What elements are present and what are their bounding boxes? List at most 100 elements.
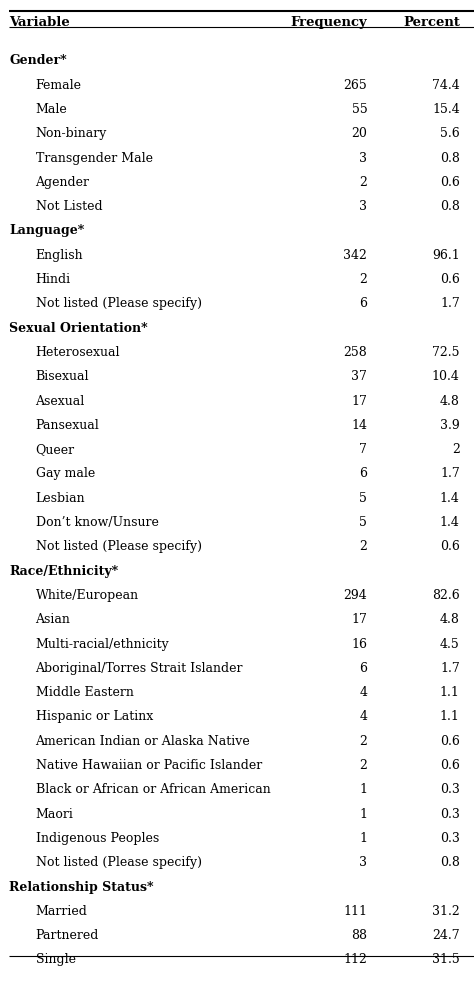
Text: 1: 1 xyxy=(359,831,367,845)
Text: 6: 6 xyxy=(359,297,367,310)
Text: 4.8: 4.8 xyxy=(440,394,460,407)
Text: 0.3: 0.3 xyxy=(440,782,460,795)
Text: 0.6: 0.6 xyxy=(440,758,460,771)
Text: Hispanic or Latinx: Hispanic or Latinx xyxy=(36,710,153,723)
Text: 2: 2 xyxy=(452,442,460,455)
Text: 0.8: 0.8 xyxy=(440,200,460,213)
Text: Not listed (Please specify): Not listed (Please specify) xyxy=(36,856,201,869)
Text: 10.4: 10.4 xyxy=(432,370,460,383)
Text: 24.7: 24.7 xyxy=(432,928,460,941)
Text: 0.6: 0.6 xyxy=(440,734,460,747)
Text: Variable: Variable xyxy=(9,16,70,29)
Text: 111: 111 xyxy=(343,904,367,917)
Text: 72.5: 72.5 xyxy=(432,346,460,359)
Text: 112: 112 xyxy=(344,953,367,966)
Text: 82.6: 82.6 xyxy=(432,589,460,602)
Text: 2: 2 xyxy=(359,176,367,189)
Text: 294: 294 xyxy=(344,589,367,602)
Text: White/European: White/European xyxy=(36,589,139,602)
Text: 4: 4 xyxy=(359,710,367,723)
Text: 37: 37 xyxy=(352,370,367,383)
Text: 74.4: 74.4 xyxy=(432,78,460,91)
Text: Married: Married xyxy=(36,904,87,917)
Text: Percent: Percent xyxy=(403,16,460,29)
Text: 0.8: 0.8 xyxy=(440,151,460,164)
Text: 31.2: 31.2 xyxy=(432,904,460,917)
Text: Agender: Agender xyxy=(36,176,90,189)
Text: 5: 5 xyxy=(359,491,367,505)
Text: 5: 5 xyxy=(359,516,367,529)
Text: 0.6: 0.6 xyxy=(440,540,460,553)
Text: 2: 2 xyxy=(359,758,367,771)
Text: 7: 7 xyxy=(359,442,367,455)
Text: Not listed (Please specify): Not listed (Please specify) xyxy=(36,297,201,310)
Text: Gay male: Gay male xyxy=(36,467,95,480)
Text: 1.1: 1.1 xyxy=(440,685,460,698)
Text: 1: 1 xyxy=(359,782,367,795)
Text: 4.5: 4.5 xyxy=(440,637,460,650)
Text: Relationship Status*: Relationship Status* xyxy=(9,880,154,893)
Text: Indigenous Peoples: Indigenous Peoples xyxy=(36,831,159,845)
Text: 88: 88 xyxy=(351,928,367,941)
Text: 0.3: 0.3 xyxy=(440,831,460,845)
Text: 1: 1 xyxy=(359,806,367,819)
Text: 4.8: 4.8 xyxy=(440,613,460,626)
Text: 3: 3 xyxy=(359,200,367,213)
Text: Pansexual: Pansexual xyxy=(36,418,99,431)
Text: Transgender Male: Transgender Male xyxy=(36,151,153,164)
Text: 3: 3 xyxy=(359,856,367,869)
Text: 0.6: 0.6 xyxy=(440,176,460,189)
Text: Single: Single xyxy=(36,953,75,966)
Text: 4: 4 xyxy=(359,685,367,698)
Text: 14: 14 xyxy=(351,418,367,431)
Text: 3: 3 xyxy=(359,151,367,164)
Text: Race/Ethnicity*: Race/Ethnicity* xyxy=(9,564,119,577)
Text: 3.9: 3.9 xyxy=(440,418,460,431)
Text: 5.6: 5.6 xyxy=(440,127,460,140)
Text: Gender*: Gender* xyxy=(9,54,67,67)
Text: Partnered: Partnered xyxy=(36,928,99,941)
Text: Language*: Language* xyxy=(9,225,85,238)
Text: Native Hawaiian or Pacific Islander: Native Hawaiian or Pacific Islander xyxy=(36,758,262,771)
Text: Don’t know/Unsure: Don’t know/Unsure xyxy=(36,516,158,529)
Text: English: English xyxy=(36,249,83,262)
Text: Black or African or African American: Black or African or African American xyxy=(36,782,270,795)
Text: 55: 55 xyxy=(352,103,367,116)
Text: Multi-racial/ethnicity: Multi-racial/ethnicity xyxy=(36,637,169,650)
Text: 0.3: 0.3 xyxy=(440,806,460,819)
Text: 258: 258 xyxy=(344,346,367,359)
Text: Lesbian: Lesbian xyxy=(36,491,85,505)
Text: Asian: Asian xyxy=(36,613,71,626)
Text: 15.4: 15.4 xyxy=(432,103,460,116)
Text: Not listed (Please specify): Not listed (Please specify) xyxy=(36,540,201,553)
Text: 1.7: 1.7 xyxy=(440,297,460,310)
Text: 17: 17 xyxy=(352,613,367,626)
Text: 1.4: 1.4 xyxy=(440,491,460,505)
Text: 2: 2 xyxy=(359,734,367,747)
Text: American Indian or Alaska Native: American Indian or Alaska Native xyxy=(36,734,250,747)
Text: Aboriginal/Torres Strait Islander: Aboriginal/Torres Strait Islander xyxy=(36,661,243,674)
Text: Hindi: Hindi xyxy=(36,273,71,286)
Text: 265: 265 xyxy=(344,78,367,91)
Text: 1.4: 1.4 xyxy=(440,516,460,529)
Text: 0.8: 0.8 xyxy=(440,856,460,869)
Text: 6: 6 xyxy=(359,661,367,674)
Text: 17: 17 xyxy=(352,394,367,407)
Text: 1.1: 1.1 xyxy=(440,710,460,723)
Text: Female: Female xyxy=(36,78,82,91)
Text: 16: 16 xyxy=(351,637,367,650)
Text: Heterosexual: Heterosexual xyxy=(36,346,120,359)
Text: 6: 6 xyxy=(359,467,367,480)
Text: Bisexual: Bisexual xyxy=(36,370,89,383)
Text: 342: 342 xyxy=(344,249,367,262)
Text: Male: Male xyxy=(36,103,67,116)
Text: Not Listed: Not Listed xyxy=(36,200,102,213)
Text: 20: 20 xyxy=(352,127,367,140)
Text: 31.5: 31.5 xyxy=(432,953,460,966)
Text: 2: 2 xyxy=(359,273,367,286)
Text: Queer: Queer xyxy=(36,442,75,455)
Text: Asexual: Asexual xyxy=(36,394,85,407)
Text: 1.7: 1.7 xyxy=(440,661,460,674)
Text: Maori: Maori xyxy=(36,806,73,819)
Text: Middle Eastern: Middle Eastern xyxy=(36,685,133,698)
